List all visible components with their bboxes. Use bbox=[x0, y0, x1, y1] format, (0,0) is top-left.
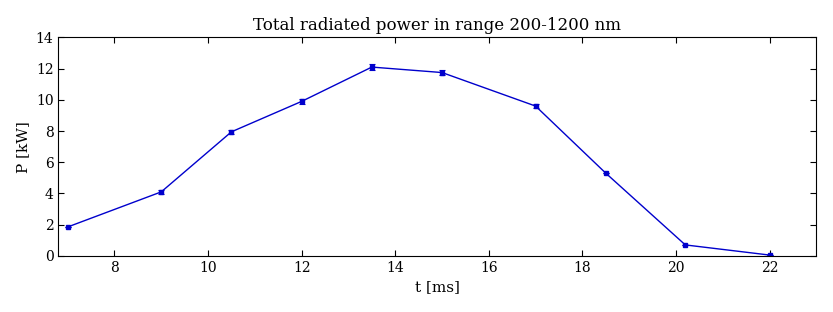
Title: Total radiated power in range 200-1200 nm: Total radiated power in range 200-1200 n… bbox=[253, 17, 621, 35]
X-axis label: t [ms]: t [ms] bbox=[415, 280, 460, 294]
Y-axis label: P [kW]: P [kW] bbox=[16, 121, 30, 173]
